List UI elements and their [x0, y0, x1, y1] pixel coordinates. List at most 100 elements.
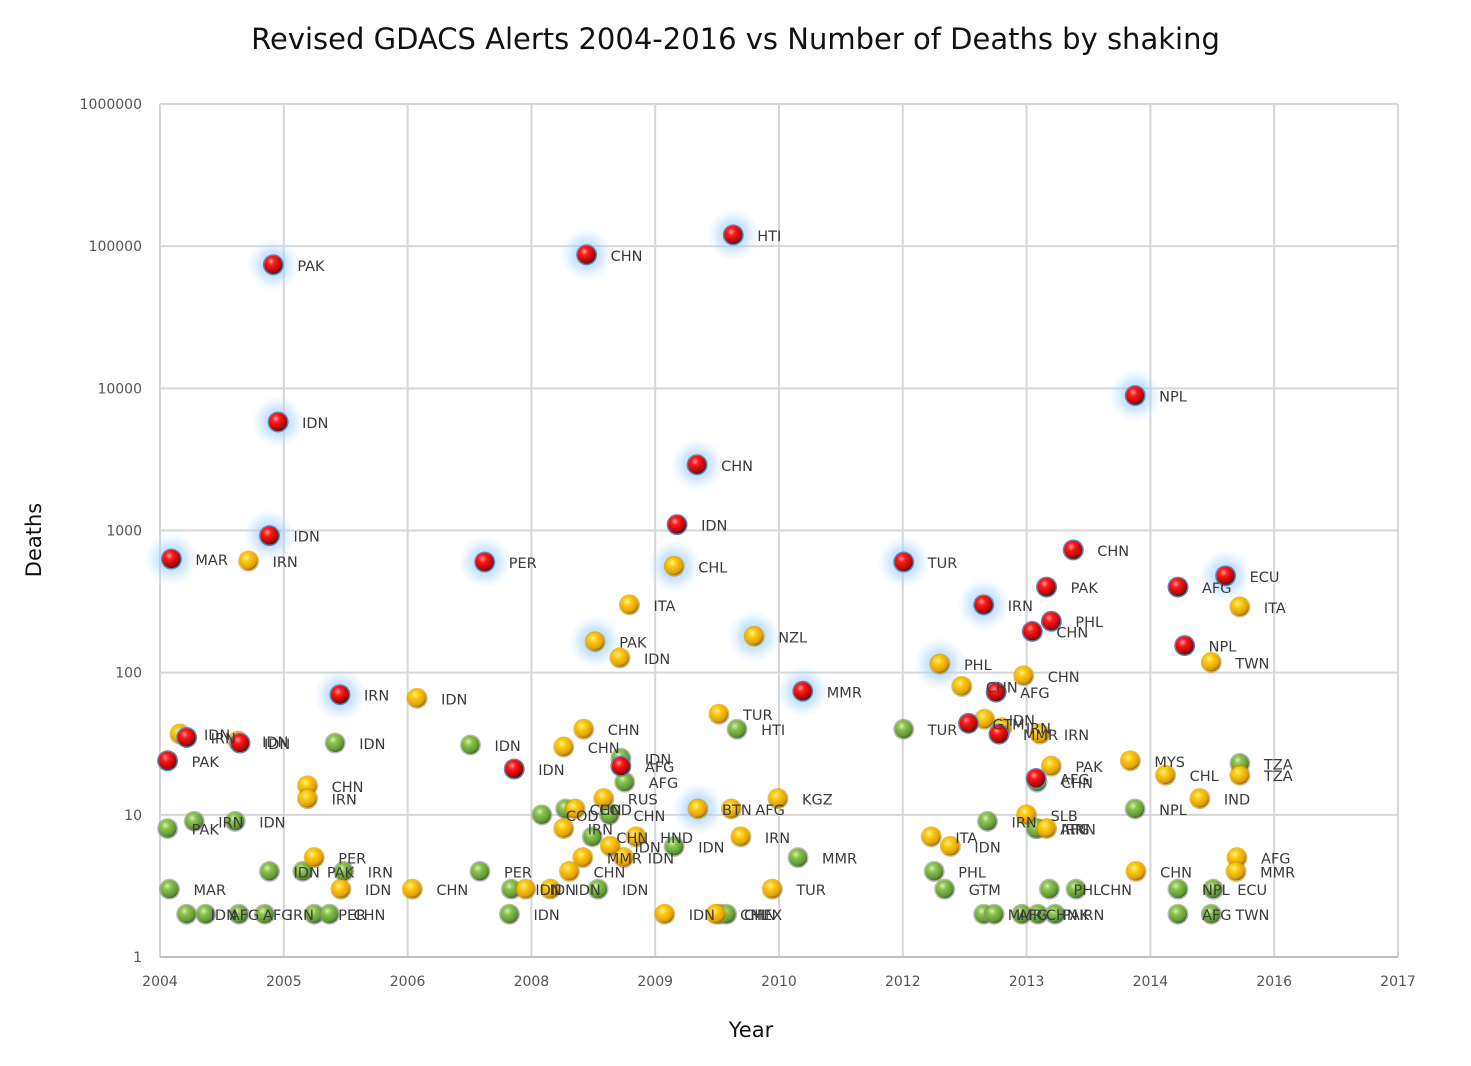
green-alert-point[interactable] — [615, 773, 634, 792]
orange-alert-point[interactable] — [594, 789, 613, 808]
red-alert-point[interactable] — [1027, 769, 1046, 788]
green-alert-point[interactable] — [600, 805, 619, 824]
orange-alert-point[interactable] — [707, 905, 726, 924]
green-alert-point[interactable] — [894, 720, 913, 739]
red-alert-point[interactable] — [1175, 636, 1194, 655]
green-alert-point[interactable] — [1029, 905, 1048, 924]
red-alert-point[interactable] — [577, 245, 596, 264]
orange-alert-point[interactable] — [975, 710, 994, 729]
red-alert-point[interactable] — [959, 714, 978, 733]
orange-alert-point[interactable] — [566, 799, 585, 818]
red-alert-point[interactable] — [611, 757, 630, 776]
green-alert-point[interactable] — [160, 880, 179, 899]
green-alert-point[interactable] — [196, 905, 215, 924]
orange-alert-point[interactable] — [574, 720, 593, 739]
orange-alert-point[interactable] — [710, 705, 729, 724]
orange-alert-point[interactable] — [930, 655, 949, 674]
orange-alert-point[interactable] — [1230, 597, 1249, 616]
red-alert-point[interactable] — [269, 412, 288, 431]
red-alert-point[interactable] — [1169, 578, 1188, 597]
orange-alert-point[interactable] — [610, 648, 629, 667]
orange-alert-point[interactable] — [1227, 862, 1246, 881]
orange-alert-point[interactable] — [763, 880, 782, 899]
red-alert-point[interactable] — [894, 553, 913, 572]
orange-alert-point[interactable] — [1042, 757, 1061, 776]
green-alert-point[interactable] — [1204, 880, 1223, 899]
orange-alert-point[interactable] — [554, 738, 573, 757]
green-alert-point[interactable] — [502, 880, 521, 899]
red-alert-point[interactable] — [475, 553, 494, 572]
green-alert-point[interactable] — [260, 862, 279, 881]
red-alert-point[interactable] — [668, 515, 687, 534]
orange-alert-point[interactable] — [1037, 819, 1056, 838]
red-alert-point[interactable] — [688, 455, 707, 474]
green-alert-point[interactable] — [326, 734, 345, 753]
green-alert-point[interactable] — [978, 812, 997, 831]
orange-alert-point[interactable] — [731, 827, 750, 846]
orange-alert-point[interactable] — [1202, 653, 1221, 672]
green-alert-point[interactable] — [1169, 880, 1188, 899]
red-alert-point[interactable] — [1216, 566, 1235, 585]
orange-alert-point[interactable] — [655, 905, 674, 924]
green-alert-point[interactable] — [305, 905, 324, 924]
orange-alert-point[interactable] — [722, 799, 741, 818]
green-alert-point[interactable] — [1046, 905, 1065, 924]
green-alert-point[interactable] — [665, 837, 684, 856]
green-alert-point[interactable] — [1126, 799, 1145, 818]
green-alert-point[interactable] — [334, 862, 353, 881]
red-alert-point[interactable] — [974, 595, 993, 614]
orange-alert-point[interactable] — [689, 799, 708, 818]
green-alert-point[interactable] — [158, 819, 177, 838]
red-alert-point[interactable] — [1126, 386, 1145, 405]
orange-alert-point[interactable] — [1127, 862, 1146, 881]
green-alert-point[interactable] — [1202, 905, 1221, 924]
orange-alert-point[interactable] — [614, 848, 633, 867]
orange-alert-point[interactable] — [941, 837, 960, 856]
red-alert-point[interactable] — [505, 760, 524, 779]
green-alert-point[interactable] — [532, 805, 551, 824]
orange-alert-point[interactable] — [769, 789, 788, 808]
orange-alert-point[interactable] — [1190, 789, 1209, 808]
green-alert-point[interactable] — [985, 905, 1004, 924]
green-alert-point[interactable] — [1040, 880, 1059, 899]
green-alert-point[interactable] — [583, 827, 602, 846]
orange-alert-point[interactable] — [627, 827, 646, 846]
red-alert-point[interactable] — [1023, 622, 1042, 641]
green-alert-point[interactable] — [789, 848, 808, 867]
orange-alert-point[interactable] — [403, 880, 422, 899]
green-alert-point[interactable] — [470, 862, 489, 881]
green-alert-point[interactable] — [255, 905, 274, 924]
orange-alert-point[interactable] — [1156, 766, 1175, 785]
green-alert-point[interactable] — [728, 720, 747, 739]
orange-alert-point[interactable] — [1121, 751, 1140, 770]
orange-alert-point[interactable] — [601, 837, 620, 856]
orange-alert-point[interactable] — [665, 557, 684, 576]
green-alert-point[interactable] — [177, 905, 196, 924]
orange-alert-point[interactable] — [560, 862, 579, 881]
red-alert-point[interactable] — [264, 255, 283, 274]
orange-alert-point[interactable] — [1014, 666, 1033, 685]
red-alert-point[interactable] — [177, 728, 196, 747]
orange-alert-point[interactable] — [298, 789, 317, 808]
orange-alert-point[interactable] — [922, 827, 941, 846]
orange-alert-point[interactable] — [745, 627, 764, 646]
red-alert-point[interactable] — [230, 734, 249, 753]
orange-alert-point[interactable] — [1017, 805, 1036, 824]
green-alert-point[interactable] — [293, 862, 312, 881]
green-alert-point[interactable] — [226, 812, 245, 831]
orange-alert-point[interactable] — [1030, 725, 1049, 744]
green-alert-point[interactable] — [935, 880, 954, 899]
orange-alert-point[interactable] — [554, 819, 573, 838]
orange-alert-point[interactable] — [952, 677, 971, 696]
red-alert-point[interactable] — [260, 526, 279, 545]
orange-alert-point[interactable] — [586, 632, 605, 651]
green-alert-point[interactable] — [230, 905, 249, 924]
green-alert-point[interactable] — [185, 812, 204, 831]
orange-alert-point[interactable] — [1230, 766, 1249, 785]
red-alert-point[interactable] — [793, 682, 812, 701]
orange-alert-point[interactable] — [239, 552, 258, 571]
red-alert-point[interactable] — [724, 225, 743, 244]
red-alert-point[interactable] — [158, 751, 177, 770]
green-alert-point[interactable] — [461, 735, 480, 754]
orange-alert-point[interactable] — [408, 689, 427, 708]
